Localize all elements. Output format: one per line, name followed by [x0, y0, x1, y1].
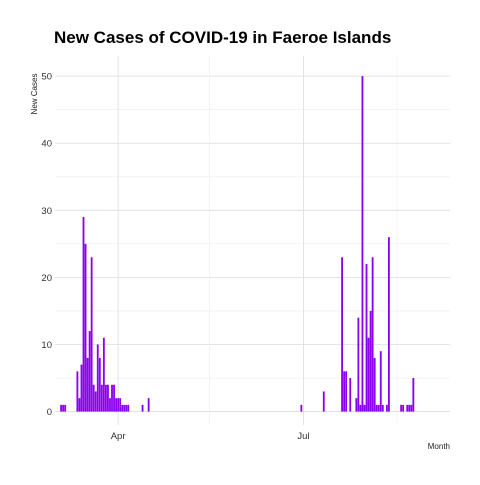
bar	[141, 404, 144, 412]
bar	[402, 404, 405, 412]
bar	[100, 384, 103, 412]
y-tick-label: 20	[41, 273, 52, 284]
bar	[90, 257, 93, 412]
bar	[373, 357, 376, 412]
x-axis-title: Month	[428, 442, 450, 451]
bar	[115, 398, 117, 412]
bar	[379, 351, 382, 412]
bar	[369, 310, 372, 412]
bar	[123, 404, 126, 412]
bar	[406, 404, 409, 412]
bar	[359, 404, 362, 412]
bar	[341, 257, 343, 412]
bar	[322, 391, 325, 412]
bar	[88, 331, 91, 412]
bar	[147, 398, 150, 412]
bar	[371, 257, 374, 412]
bar	[117, 398, 120, 412]
bar	[94, 391, 97, 412]
bar	[82, 217, 85, 412]
bar	[385, 404, 388, 412]
bar	[84, 243, 87, 412]
bar	[104, 384, 107, 412]
x-tick-label: Jul	[297, 431, 309, 442]
bar	[119, 398, 122, 412]
bar	[377, 404, 380, 412]
bar	[355, 398, 358, 412]
bar	[113, 384, 115, 412]
bar	[60, 404, 63, 412]
bar	[375, 404, 378, 412]
bar	[412, 378, 415, 412]
bar	[400, 404, 403, 412]
bar	[64, 404, 67, 412]
bar	[102, 337, 105, 412]
bar	[96, 344, 99, 412]
y-tick-label: 40	[41, 139, 52, 150]
bar	[408, 404, 411, 412]
bar	[410, 404, 413, 412]
y-tick-label: 10	[41, 340, 52, 351]
bar	[345, 371, 348, 412]
bar	[62, 404, 65, 412]
bars	[60, 76, 415, 412]
y-axis-title: New Cases	[30, 74, 39, 115]
bar	[92, 384, 95, 412]
bar	[76, 371, 79, 412]
bar	[86, 357, 89, 412]
bar	[300, 404, 303, 412]
bar	[107, 384, 109, 412]
bar	[111, 384, 113, 412]
chart-title: New Cases of COVID-19 in Faeroe Islands	[54, 28, 391, 47]
bar	[127, 404, 130, 412]
bar	[349, 378, 352, 412]
bar	[343, 371, 346, 412]
x-tick-label: Apr	[111, 431, 126, 442]
bar	[361, 76, 364, 412]
tick-labels: 0 10 20 30 40 50 Apr Jul	[41, 72, 309, 442]
y-tick-label: 30	[41, 206, 52, 217]
bar	[80, 364, 83, 412]
bar	[388, 237, 390, 412]
bar	[121, 404, 124, 412]
bar	[367, 337, 370, 412]
grid	[55, 56, 450, 425]
y-tick-label: 50	[41, 72, 52, 83]
bar	[363, 404, 366, 412]
bar	[125, 404, 128, 412]
bar	[109, 398, 111, 412]
bar	[78, 398, 81, 412]
bar	[365, 263, 368, 412]
y-tick-label: 0	[47, 407, 52, 418]
bar	[357, 317, 360, 412]
bar	[98, 357, 101, 412]
bar	[381, 404, 384, 412]
